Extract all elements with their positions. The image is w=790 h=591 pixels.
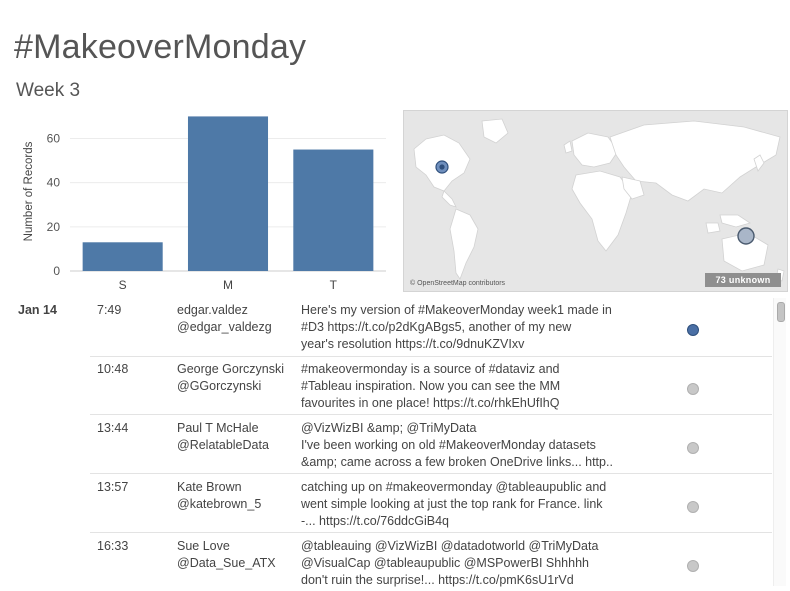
tweet-line: @VisualCap @tableaupublic @MSPowerBI Shh… bbox=[301, 556, 589, 570]
tweet-text: catching up on #makeovermonday @tableaup… bbox=[301, 479, 621, 530]
user-name: George Gorczynski bbox=[177, 362, 284, 376]
y-tick-label: 20 bbox=[47, 220, 61, 234]
world-map-land bbox=[413, 118, 785, 282]
location-marker-icon[interactable] bbox=[687, 501, 699, 513]
x-tick-label: M bbox=[223, 278, 233, 292]
user-name: Paul T McHale bbox=[177, 421, 259, 435]
tweet-line: @VizWizBI &amp; @TriMyData bbox=[301, 421, 477, 435]
user-handle: @GGorczynski bbox=[177, 379, 262, 393]
tweet-time: 16:33 bbox=[97, 539, 129, 553]
tweet-line: -... https://t.co/76ddcGiB4q bbox=[301, 514, 449, 528]
scrollbar-thumb[interactable] bbox=[777, 302, 785, 322]
tweet-line: catching up on #makeovermonday @tableaup… bbox=[301, 480, 607, 494]
y-axis-label: Number of Records bbox=[23, 141, 35, 241]
tweet-location-map[interactable]: © OpenStreetMap contributors 73 unknown bbox=[403, 110, 788, 292]
user-name: edgar.valdez bbox=[177, 303, 248, 317]
user-handle: @edgar_valdezg bbox=[177, 320, 272, 334]
y-tick-label: 60 bbox=[47, 132, 61, 146]
user-name: Kate Brown bbox=[177, 480, 242, 494]
table-scrollbar[interactable] bbox=[773, 298, 786, 586]
tweet-line: #D3 https://t.co/p2dKgABgs5, another of … bbox=[301, 320, 572, 334]
user-handle: @katebrown_5 bbox=[177, 497, 262, 511]
user-handle: @Data_Sue_ATX bbox=[177, 556, 276, 570]
tweet-time: 13:57 bbox=[97, 480, 129, 494]
tweet-date: Jan 14 bbox=[18, 303, 57, 317]
tweet-text: Here's my version of #MakeoverMonday wee… bbox=[301, 302, 621, 353]
x-tick-label: T bbox=[330, 278, 338, 292]
tweet-line: I've been working on old #MakeoverMonday… bbox=[301, 438, 596, 452]
tweet-line: Here's my version of #MakeoverMonday wee… bbox=[301, 303, 612, 317]
map-point-southeast-asia[interactable] bbox=[737, 227, 755, 245]
tweet-table: Jan 14 7:49 edgar.valdez @edgar_valdezg … bbox=[0, 296, 772, 588]
tweet-user: edgar.valdez @edgar_valdezg bbox=[177, 302, 272, 336]
tweet-text: @VizWizBI &amp; @TriMyData I've been wor… bbox=[301, 420, 621, 471]
location-marker-icon[interactable] bbox=[687, 383, 699, 395]
tweet-text: #makeovermonday is a source of #dataviz … bbox=[301, 361, 621, 412]
tweet-time: 7:49 bbox=[97, 303, 122, 317]
records-bar-chart: 0 20 40 60 Number of Records S M T bbox=[23, 116, 386, 292]
tweet-line: &amp; came across a few broken OneDrive … bbox=[301, 455, 613, 469]
bar-t[interactable] bbox=[293, 149, 374, 271]
location-marker-icon[interactable] bbox=[687, 560, 699, 572]
tweet-line: #makeovermonday is a source of #dataviz … bbox=[301, 362, 560, 376]
map-attribution[interactable]: © OpenStreetMap contributors bbox=[410, 280, 506, 287]
tweet-user: Kate Brown @katebrown_5 bbox=[177, 479, 261, 513]
tweet-user: Paul T McHale @RelatableData bbox=[177, 420, 269, 454]
location-marker-icon[interactable] bbox=[687, 324, 699, 336]
tweet-line: year's resolution https://t.co/9dnuKZVIx… bbox=[301, 337, 525, 351]
bar-s[interactable] bbox=[82, 242, 163, 271]
tweet-user: George Gorczynski @GGorczynski bbox=[177, 361, 284, 395]
location-marker-icon[interactable] bbox=[687, 442, 699, 454]
tweet-line: don't ruin the surprise!... https://t.co… bbox=[301, 573, 574, 587]
tweet-line: @tableauing @VizWizBI @datadotworld @Tri… bbox=[301, 539, 599, 553]
tweet-time: 13:44 bbox=[97, 421, 129, 435]
user-name: Sue Love bbox=[177, 539, 230, 553]
user-handle: @RelatableData bbox=[177, 438, 269, 452]
page-title: #MakeoverMonday bbox=[14, 28, 307, 66]
tweet-line: favourites in one place! https://t.co/rh… bbox=[301, 396, 560, 410]
x-tick-label: S bbox=[119, 278, 127, 292]
y-tick-label: 0 bbox=[53, 264, 60, 278]
page-subtitle: Week 3 bbox=[16, 80, 81, 101]
y-tick-label: 40 bbox=[47, 176, 61, 190]
tweet-time: 10:48 bbox=[97, 362, 129, 376]
tweet-user: Sue Love @Data_Sue_ATX bbox=[177, 538, 276, 572]
bar-m[interactable] bbox=[187, 116, 269, 272]
tweet-text: @tableauing @VizWizBI @datadotworld @Tri… bbox=[301, 538, 621, 588]
unknown-locations-badge[interactable]: 73 unknown bbox=[705, 273, 781, 287]
tweet-line: #Tableau inspiration. Now you can see th… bbox=[301, 379, 561, 393]
tweet-line: went simple looking at just the top rank… bbox=[301, 497, 603, 511]
